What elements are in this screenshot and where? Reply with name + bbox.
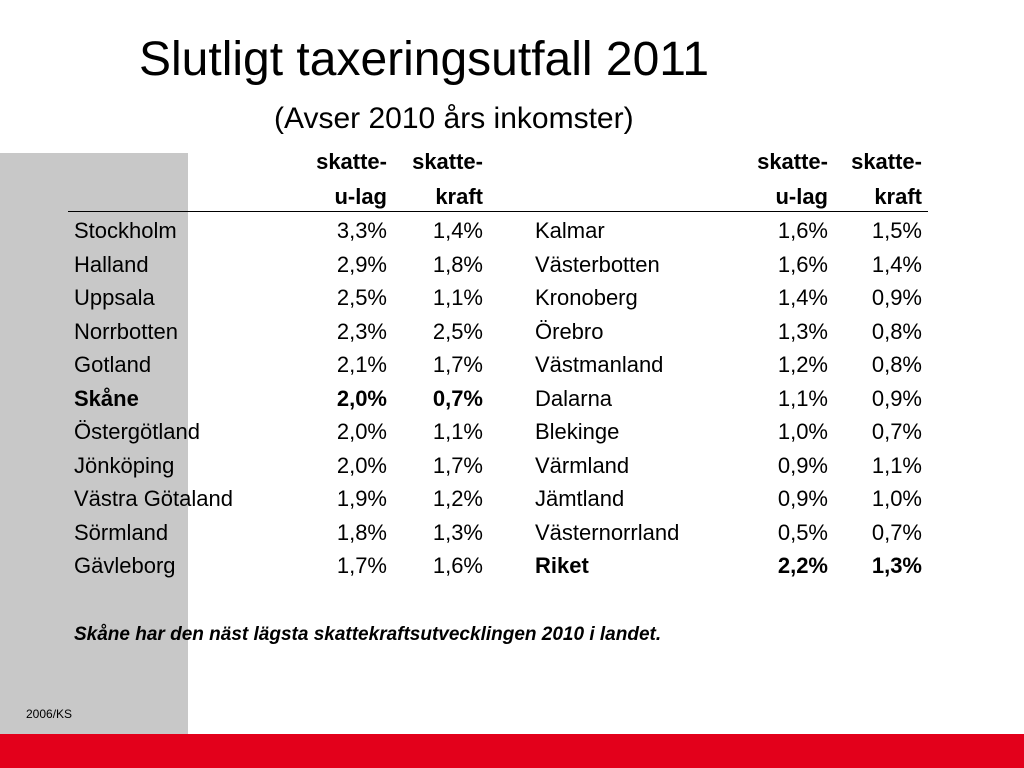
right-ulag-value: 0,9% bbox=[777, 486, 828, 511]
left-region-name: Norrbotten bbox=[74, 318, 178, 344]
left-ulag-value: 1,9% bbox=[336, 486, 387, 511]
left-kraft-value: 1,1% bbox=[432, 419, 483, 444]
table-row: Skåne 2,0% 0,7% Dalarna 1,1% 0,9% bbox=[0, 382, 1024, 416]
right-ulag-value: 2,2% bbox=[777, 553, 828, 578]
left-region-name: Skåne bbox=[74, 385, 139, 411]
left-ulag-value: 2,0% bbox=[336, 385, 387, 411]
table-row: Västra Götaland 1,9% 1,2% Jämtland 0,9% 1,0% bbox=[0, 482, 1024, 516]
left-kraft-value: 0,7% bbox=[432, 385, 483, 411]
right-ulag-value: 1,4% bbox=[777, 285, 828, 310]
table-row: Jönköping 2,0% 1,7% Värmland 0,9% 1,1% bbox=[0, 449, 1024, 483]
right-ulag-value: 1,3% bbox=[777, 318, 828, 344]
right-kraft-value: 1,1% bbox=[871, 452, 922, 478]
right-region-name: Kalmar bbox=[535, 218, 605, 243]
left-ulag-value: 2,3% bbox=[336, 318, 387, 344]
right-region-name: Värmland bbox=[535, 452, 630, 478]
tax-table: Stockholm 3,3% 1,4% Kalmar 1,6% 1,5% Halland 2,… bbox=[0, 214, 1024, 583]
footer-red-bar bbox=[0, 734, 1024, 768]
left-kraft-value: 1,7% bbox=[432, 452, 483, 478]
footnote: Skåne har den näst lägsta skattekraftsut… bbox=[74, 624, 662, 645]
header-ulag-line2: u-lag bbox=[775, 184, 828, 209]
table-row: Halland 2,9% 1,8% Västerbotten 1,6% 1,4% bbox=[0, 248, 1024, 282]
right-ulag-value: 1,1% bbox=[777, 385, 828, 411]
left-region-name: Stockholm bbox=[74, 218, 177, 243]
left-region-name: Uppsala bbox=[74, 285, 155, 310]
right-kraft-value: 0,8% bbox=[871, 352, 922, 377]
left-kraft-value: 1,3% bbox=[432, 519, 483, 545]
left-ulag-value: 2,1% bbox=[336, 352, 387, 377]
right-ulag-value: 1,6% bbox=[777, 218, 828, 243]
left-ulag-value: 2,0% bbox=[336, 452, 387, 478]
header-ulag-line1: skatte- bbox=[316, 149, 387, 174]
left-kraft-value: 1,1% bbox=[432, 285, 483, 310]
header-kraft-line2: kraft bbox=[435, 184, 483, 209]
right-region-name: Västmanland bbox=[535, 352, 664, 377]
right-kraft-value: 1,0% bbox=[871, 486, 922, 511]
left-kraft-value: 1,2% bbox=[432, 486, 483, 511]
table-row: Gotland 2,1% 1,7% Västmanland 1,2% 0,8% bbox=[0, 348, 1024, 382]
right-ulag-value: 0,9% bbox=[777, 452, 828, 478]
left-region-name: Gävleborg bbox=[74, 553, 176, 578]
right-region-name: Blekinge bbox=[535, 419, 620, 444]
table-row: Stockholm 3,3% 1,4% Kalmar 1,6% 1,5% bbox=[0, 214, 1024, 248]
right-region-name: Västerbotten bbox=[535, 251, 660, 277]
left-kraft-value: 1,7% bbox=[432, 352, 483, 377]
right-kraft-value: 0,9% bbox=[871, 385, 922, 411]
left-ulag-value: 1,7% bbox=[336, 553, 387, 578]
footer-code: 2006/KS bbox=[26, 707, 73, 721]
right-region-name: Örebro bbox=[535, 318, 604, 344]
right-region-name: Riket bbox=[535, 553, 589, 578]
left-header-ulag: skatte- u-lag bbox=[300, 146, 387, 216]
left-header-kraft: skatte- kraft bbox=[393, 146, 483, 216]
left-ulag-value: 2,9% bbox=[336, 251, 387, 277]
right-kraft-value: 0,9% bbox=[871, 285, 922, 310]
table-row: Gävleborg 1,7% 1,6% Riket 2,2% 1,3% bbox=[0, 549, 1024, 583]
left-ulag-value: 2,0% bbox=[336, 419, 387, 444]
header-ulag-line2: u-lag bbox=[334, 184, 387, 209]
right-region-name: Kronoberg bbox=[535, 285, 638, 310]
table-row: Östergötland 2,0% 1,1% Blekinge 1,0% 0,7% bbox=[0, 415, 1024, 449]
header-rule bbox=[68, 211, 928, 212]
header-kraft-line1: skatte- bbox=[851, 149, 922, 174]
table-row: Uppsala 2,5% 1,1% Kronoberg 1,4% 0,9% bbox=[0, 281, 1024, 315]
right-header-ulag: skatte- u-lag bbox=[740, 146, 828, 216]
right-ulag-value: 1,2% bbox=[777, 352, 828, 377]
left-kraft-value: 1,8% bbox=[432, 251, 483, 277]
right-kraft-value: 1,5% bbox=[871, 218, 922, 243]
right-ulag-value: 1,6% bbox=[777, 251, 828, 277]
left-kraft-value: 1,4% bbox=[432, 218, 483, 243]
header-ulag-line1: skatte- bbox=[757, 149, 828, 174]
right-kraft-value: 1,4% bbox=[871, 251, 922, 277]
left-kraft-value: 1,6% bbox=[432, 553, 483, 578]
left-region-name: Halland bbox=[74, 251, 149, 277]
table-row: Sörmland 1,8% 1,3% Västernorrland 0,5% 0,7% bbox=[0, 516, 1024, 550]
right-kraft-value: 0,7% bbox=[871, 419, 922, 444]
right-region-name: Jämtland bbox=[535, 486, 625, 511]
left-region-name: Jönköping bbox=[74, 452, 175, 478]
right-ulag-value: 1,0% bbox=[777, 419, 828, 444]
slide-title: Slutligt taxeringsutfall 2011 bbox=[139, 33, 710, 86]
left-ulag-value: 3,3% bbox=[336, 218, 387, 243]
slide-subtitle: (Avser 2010 års inkomster) bbox=[274, 102, 634, 135]
left-kraft-value: 2,5% bbox=[432, 318, 483, 344]
side-gray-band bbox=[0, 153, 188, 734]
right-region-name: Västernorrland bbox=[535, 519, 680, 545]
right-region-name: Dalarna bbox=[535, 385, 613, 411]
right-ulag-value: 0,5% bbox=[777, 519, 828, 545]
left-region-name: Västra Götaland bbox=[74, 486, 233, 511]
right-kraft-value: 0,8% bbox=[871, 318, 922, 344]
left-region-name: Östergötland bbox=[74, 419, 200, 444]
left-ulag-value: 2,5% bbox=[336, 285, 387, 310]
left-region-name: Sörmland bbox=[74, 519, 169, 545]
left-region-name: Gotland bbox=[74, 352, 152, 377]
header-kraft-line1: skatte- bbox=[412, 149, 483, 174]
table-row: Norrbotten 2,3% 2,5% Örebro 1,3% 0,8% bbox=[0, 315, 1024, 349]
right-kraft-value: 1,3% bbox=[871, 553, 922, 578]
header-kraft-line2: kraft bbox=[874, 184, 922, 209]
right-kraft-value: 0,7% bbox=[871, 519, 922, 545]
right-header-kraft: skatte- kraft bbox=[834, 146, 922, 216]
left-ulag-value: 1,8% bbox=[336, 519, 387, 545]
